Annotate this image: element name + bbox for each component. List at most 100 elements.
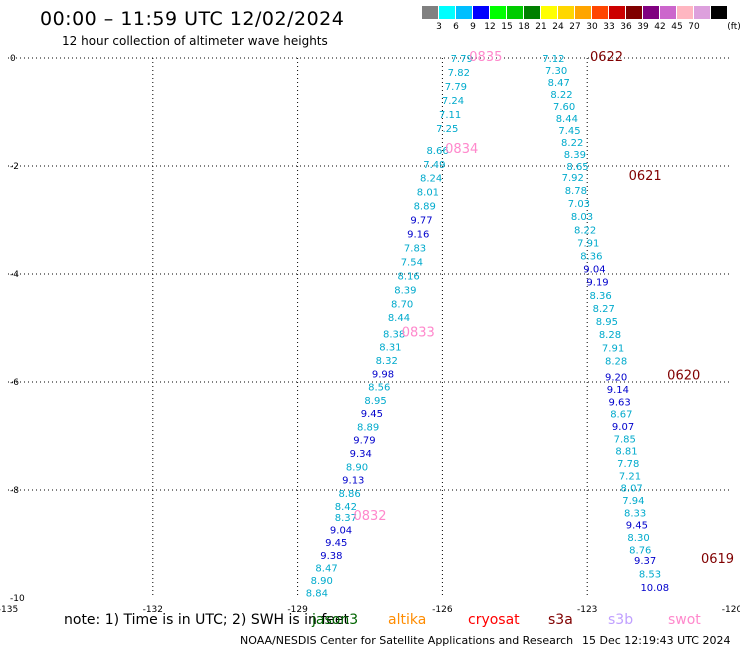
colorbar-swatch — [490, 6, 506, 19]
wave-height-value: 8.36 — [580, 251, 602, 262]
wave-height-value: 7.79 — [451, 54, 473, 65]
axis-ticks: -135 -132 -129 -126 -123 -120 0 -2 -4 -6 -8 -10 — [0, 54, 740, 615]
wave-height-value: 8.44 — [556, 114, 578, 125]
colorbar-swatch — [456, 6, 472, 19]
colorbar-label: 24 — [552, 22, 564, 32]
wave-height-value: 8.56 — [368, 383, 390, 394]
colorbar-label: 42 — [654, 22, 666, 32]
wave-height-value: 9.38 — [320, 551, 342, 562]
wave-height-value: 7.49 — [423, 160, 445, 171]
wave-height-value: 9.07 — [612, 422, 634, 433]
wave-height-value: 7.30 — [545, 66, 567, 77]
wave-height-value: 8.22 — [561, 138, 583, 149]
colorbar-swatch — [677, 6, 693, 19]
x-tick-label: -135 — [0, 605, 18, 615]
colorbar-label: 15 — [501, 22, 513, 32]
wave-height-value: 7.25 — [436, 124, 458, 135]
colorbar-swatch — [575, 6, 591, 19]
wave-height-value: 7.83 — [404, 243, 426, 254]
wave-height-value: 9.19 — [586, 278, 608, 289]
wave-height-value: 9.34 — [350, 449, 372, 460]
x-tick-label: -123 — [577, 605, 597, 615]
y-tick-label: -2 — [10, 162, 19, 172]
colorbar-swatch — [524, 6, 540, 19]
wave-height-value: 8.01 — [417, 188, 439, 199]
wave-height-value: 8.84 — [306, 589, 328, 600]
wave-height-value: 8.22 — [550, 90, 572, 101]
colorbar-swatch — [473, 6, 489, 19]
map-grid — [8, 57, 732, 598]
pass-time-label: 0835 — [469, 50, 502, 65]
colorbar-unit: (ft) — [727, 22, 740, 32]
wave-height-value: 8.89 — [357, 422, 379, 433]
colorbar-swatch — [558, 6, 574, 19]
wave-height-value: 7.78 — [617, 459, 639, 470]
wave-height-value: 9.20 — [605, 373, 627, 384]
colorbar-swatch — [507, 6, 523, 19]
colorbar-swatch — [422, 6, 438, 19]
wave-height-value: 8.66 — [426, 146, 448, 157]
wave-height-value: 8.86 — [338, 489, 360, 500]
wave-height-value: 8.89 — [414, 202, 436, 213]
wave-height-value: 7.12 — [542, 54, 564, 65]
y-tick-label: 0 — [10, 54, 16, 64]
x-tick-label: -132 — [143, 605, 163, 615]
pass-time-label: 0622 — [590, 50, 623, 65]
wave-height-value: 8.42 — [335, 502, 357, 513]
wave-height-value: 8.65 — [566, 162, 588, 173]
wave-height-value: 8.28 — [605, 356, 627, 367]
wave-height-value: 9.37 — [634, 556, 656, 567]
pass-time-label: 0833 — [402, 325, 435, 340]
colorbar-swatch — [609, 6, 625, 19]
wave-height-value: 8.16 — [397, 271, 419, 282]
wave-height-value: 9.98 — [372, 369, 394, 380]
wave-height-value: 8.30 — [627, 533, 649, 544]
mission-legend-item: s3a — [548, 612, 573, 628]
map-subtitle: 12 hour collection of altimeter wave hei… — [62, 34, 328, 48]
mission-legend-item: cryosat — [468, 612, 520, 628]
wave-height-value: 9.79 — [353, 436, 375, 447]
wave-height-value: 7.24 — [442, 96, 464, 107]
wave-height-value: 9.77 — [410, 216, 432, 227]
wave-height-value: 9.45 — [325, 538, 347, 549]
wave-height-value: 8.32 — [376, 356, 398, 367]
mission-legend-item: jason3 — [312, 612, 359, 628]
wave-height-value: 8.90 — [346, 462, 368, 473]
x-tick-label: -126 — [432, 605, 453, 615]
wave-height-value: 8.22 — [574, 225, 596, 236]
colorbar-label: 21 — [535, 22, 547, 32]
colorbar-label: 3 — [436, 22, 442, 32]
wave-height-value: 7.92 — [562, 173, 584, 184]
colorbar-swatch — [592, 6, 608, 19]
wave-height-value: 7.03 — [568, 199, 590, 210]
wave-height-value: 7.82 — [448, 68, 470, 79]
wave-height-value: 10.08 — [640, 583, 669, 594]
pass-time-label: 0619 — [701, 552, 734, 567]
colorbar-swatch — [660, 6, 676, 19]
wave-height-value: 8.31 — [379, 343, 401, 354]
colorbar-label: 9 — [470, 22, 476, 32]
wave-height-value: 8.95 — [364, 396, 386, 407]
wave-height-value: 9.45 — [361, 409, 383, 420]
wave-height-value: 8.37 — [335, 513, 357, 524]
wave-height-value: 7.54 — [401, 257, 423, 268]
mission-legend-item: altika — [388, 612, 427, 628]
wave-height-value: 9.04 — [583, 265, 605, 276]
wave-height-value: 9.14 — [607, 385, 629, 396]
wave-height-value: 8.07 — [621, 484, 643, 495]
map-title: 00:00 – 11:59 UTC 12/02/2024 — [40, 8, 345, 30]
x-tick-label: -120 — [722, 605, 740, 615]
colorbar-swatch — [626, 6, 642, 19]
wave-height-labels: 7.127.308.478.227.608.447.458.228.398.65… — [306, 50, 734, 600]
wave-height-value: 7.85 — [614, 434, 636, 445]
wave-height-value: 8.03 — [571, 212, 593, 223]
units-note: note: 1) Time is in UTC; 2) SWH is in fe… — [64, 612, 350, 628]
y-tick-label: -8 — [10, 486, 19, 496]
colorbar-label: 70 — [688, 22, 700, 32]
x-tick-label: -129 — [287, 605, 308, 615]
pass-time-label: 0620 — [667, 369, 700, 384]
wave-height-value: 8.24 — [420, 174, 442, 185]
pass-time-label: 0832 — [353, 509, 386, 524]
wave-height-value: 7.91 — [602, 343, 624, 354]
